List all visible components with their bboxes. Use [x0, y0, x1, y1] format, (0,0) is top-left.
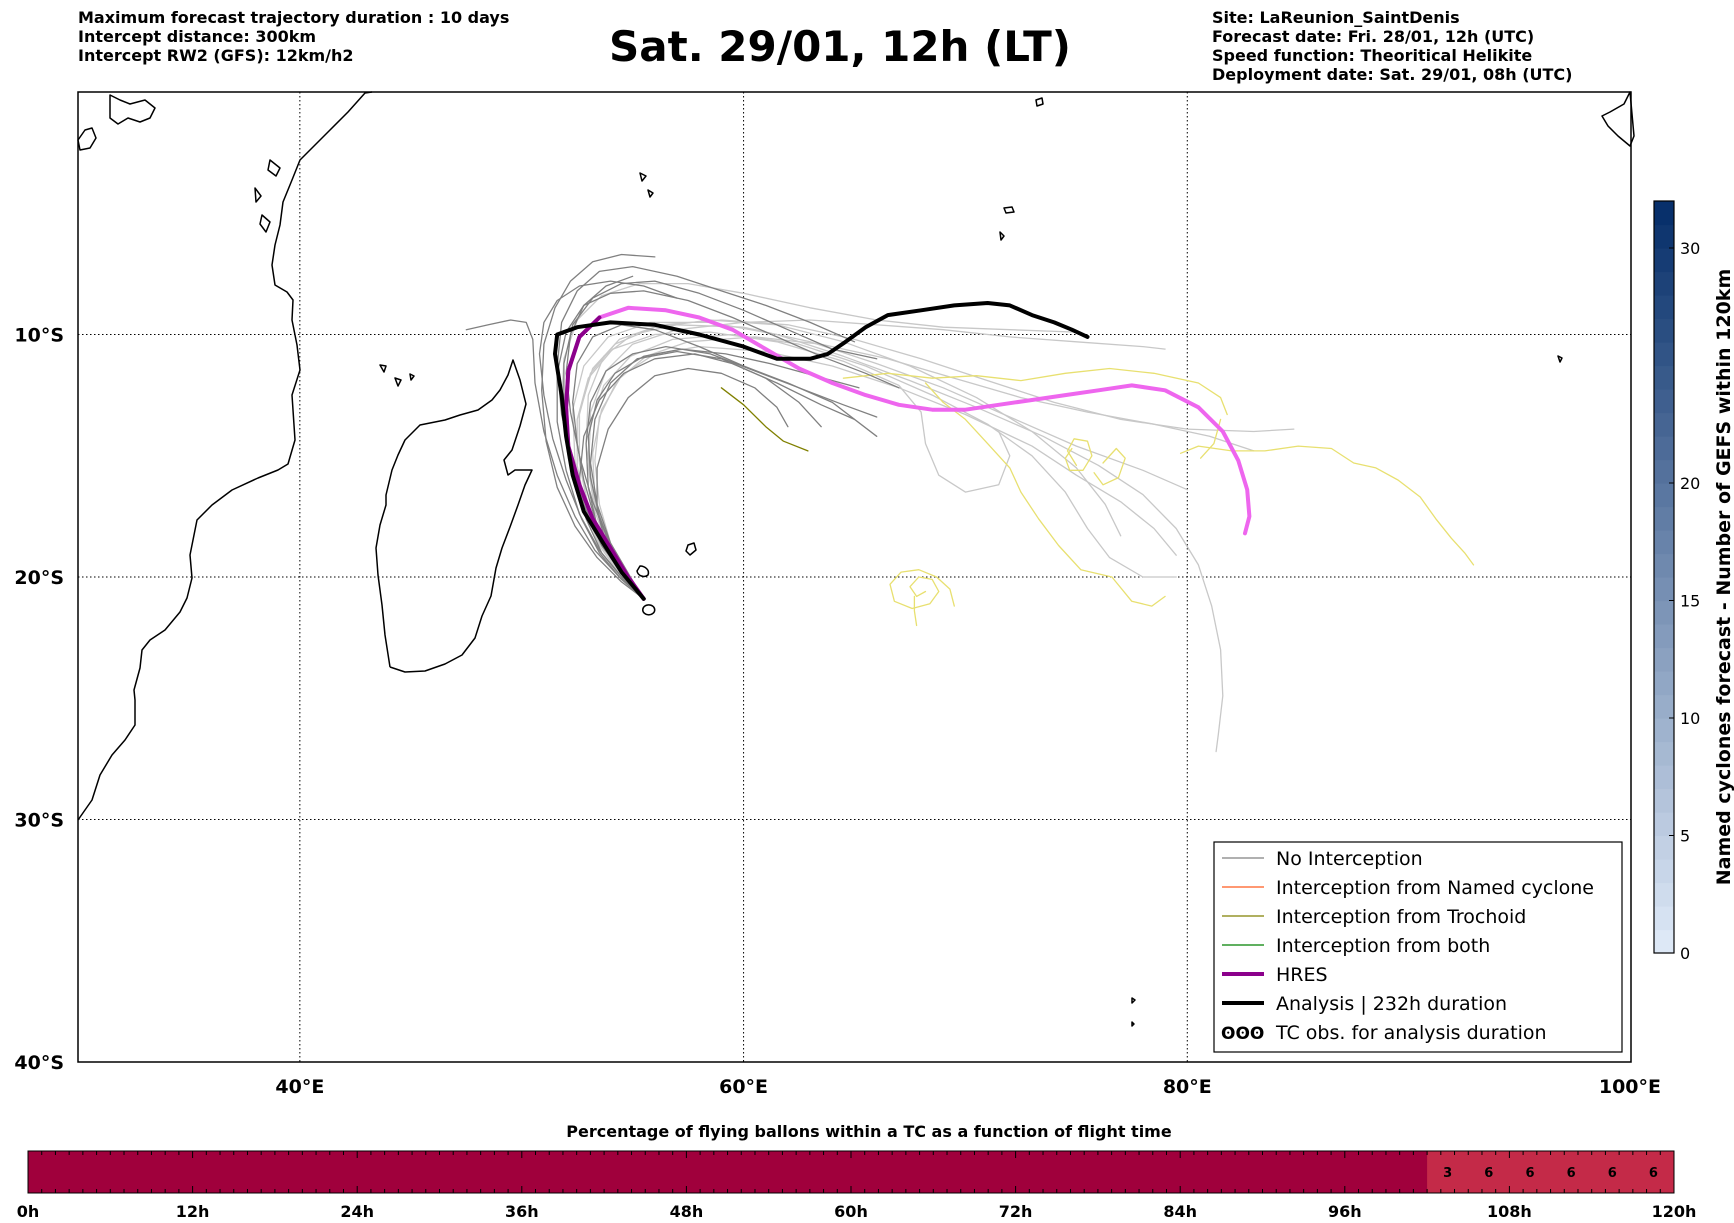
tanzania-islands: [254, 159, 281, 233]
max-duration-text: Maximum forecast trajectory duration : 1…: [78, 8, 510, 27]
trajectory-analysis: [553, 301, 1090, 601]
africa-coast: [77, 91, 373, 821]
legend: No Interception Interception from Named c…: [1213, 841, 1623, 1053]
legend-tc-symbol: ʘʘʘ: [1221, 1024, 1264, 1044]
intercept-rw2-text: Intercept RW2 (GFS): 12km/h2: [78, 46, 354, 65]
x-tick-label: 100°E: [1599, 1076, 1661, 1098]
sumatra-fragment: [1601, 91, 1635, 147]
forecast-date-text: Forecast date: Fri. 28/01, 12h (UTC): [1212, 27, 1535, 46]
trajectory-tc: [913, 595, 918, 627]
trajectory-tc: [1179, 445, 1475, 566]
legend-box: [1213, 841, 1623, 1053]
maldives-fragment: [1035, 97, 1044, 107]
small-island-east: [1557, 355, 1563, 363]
trajectory-gefs-light: [592, 345, 1177, 600]
comoros: [379, 364, 415, 387]
trajectory-gefs-light: [585, 324, 1188, 600]
trajectory-gefs-dark: [541, 253, 656, 600]
x-tick-label: 40°E: [275, 1076, 324, 1098]
y-tick-label: 30°S: [14, 810, 64, 832]
trajectory-tc: [842, 367, 1228, 416]
page-title: Sat. 29/01, 12h (LT): [609, 22, 1071, 71]
legend-label: HRES: [1276, 964, 1328, 986]
trajectory-gefs-dark: [578, 353, 856, 600]
trajectories: [465, 253, 1475, 753]
chagos: [999, 206, 1015, 241]
trajectory-gefs-dark: [556, 290, 900, 600]
legend-label: Analysis | 232h duration: [1276, 993, 1507, 1015]
speed-function-text: Speed function: Theoritical Helikite: [1212, 46, 1533, 65]
header-right: Site: LaReunion_SaintDenis Forecast date…: [1212, 8, 1572, 84]
legend-label: Interception from Named cyclone: [1276, 877, 1594, 899]
trajectory-tc: [889, 569, 955, 610]
axis-tick-labels: 40°E 60°E 80°E 100°E 10°S 20°S 30°S 40°S: [14, 325, 1661, 1099]
trajectory-gefs-dark: [589, 350, 822, 600]
intercept-distance-text: Intercept distance: 300km: [78, 27, 317, 46]
map-frame: [77, 91, 1632, 1063]
trajectory-gefs-light: [587, 319, 1166, 600]
trajectory-tc: [1064, 438, 1093, 471]
trajectory-gefs-dark: [587, 348, 860, 600]
legend-items: No Interception Interception from Named c…: [1221, 848, 1594, 1044]
trajectory-gefs-dark: [538, 280, 678, 600]
trajectory-tc: [924, 382, 1166, 607]
header-left: Maximum forecast trajectory duration : 1…: [78, 8, 509, 65]
trajectory-gefs-dark: [596, 367, 789, 600]
x-tick-label: 80°E: [1163, 1076, 1212, 1098]
coastlines: [77, 91, 1635, 1027]
legend-label: Interception from Trochoid: [1276, 906, 1526, 928]
trajectory-gefs-light: [578, 319, 1122, 600]
trajectory-gefs-dark: [465, 319, 645, 600]
site-text: Site: LaReunion_SaintDenis: [1212, 8, 1460, 27]
trajectory-gefs-light: [576, 331, 1011, 600]
madagascar-coast: [375, 359, 533, 673]
trajectory-hres-origin: [564, 315, 646, 601]
reunion-island: [641, 604, 656, 616]
y-tick-label: 20°S: [14, 567, 64, 589]
mascarenes: [636, 542, 697, 578]
st-paul-amsterdam: [1131, 997, 1136, 1027]
deployment-date-text: Deployment date: Sat. 29/01, 08h (UTC): [1212, 65, 1573, 84]
seychelles: [639, 172, 654, 198]
y-tick-label: 10°S: [14, 325, 64, 347]
y-tick-label: 40°S: [14, 1052, 64, 1074]
x-tick-label: 60°E: [719, 1076, 768, 1098]
trajectory-trochoid: [720, 387, 809, 452]
trajectory-gefs-light: [560, 282, 1078, 600]
legend-label: Interception from both: [1276, 935, 1490, 957]
trajectory-tc: [1093, 447, 1126, 486]
trajectory-gefs-light: [594, 336, 1255, 600]
horn-coast-fragments: [77, 94, 156, 151]
legend-label: No Interception: [1276, 848, 1423, 870]
trajectory-gefs-light: [578, 319, 1295, 600]
legend-label: TC obs. for analysis duration: [1275, 1022, 1547, 1044]
